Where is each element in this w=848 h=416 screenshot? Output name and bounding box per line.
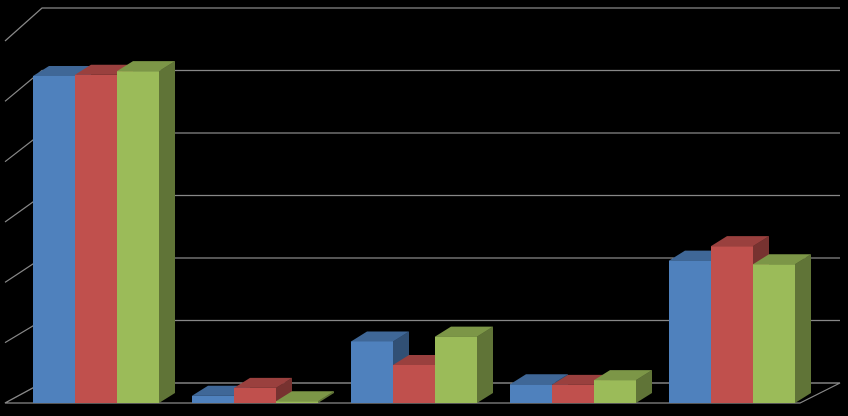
bar-side <box>477 326 493 403</box>
bar <box>234 377 292 403</box>
bar-front <box>669 260 711 403</box>
bar <box>753 254 811 403</box>
bar-front <box>192 395 234 403</box>
grid-line <box>4 7 840 42</box>
bar-front <box>753 264 795 403</box>
bar-top <box>33 65 91 76</box>
bar <box>435 326 493 403</box>
bar-front <box>552 384 594 403</box>
bar <box>117 61 175 404</box>
bar-front <box>117 71 159 404</box>
bar-front <box>75 74 117 403</box>
bar-top <box>510 374 568 385</box>
bar-top <box>753 254 811 265</box>
bar-front <box>33 75 75 403</box>
bar <box>594 370 652 403</box>
bar-front <box>435 336 477 403</box>
bar-top <box>435 326 493 337</box>
bar-side <box>276 377 292 403</box>
bar-front <box>594 380 636 403</box>
bar-side <box>159 61 175 404</box>
bar <box>276 391 334 403</box>
bar-side <box>318 391 334 403</box>
bar-front <box>276 401 318 403</box>
bar-top <box>351 331 409 342</box>
bar-front <box>234 387 276 403</box>
bar-top <box>276 391 334 402</box>
bar-side <box>795 254 811 403</box>
bar-top <box>711 236 769 247</box>
bar-top <box>117 61 175 72</box>
bar-top <box>234 377 292 388</box>
bar-front <box>351 341 393 403</box>
bar-top <box>594 370 652 381</box>
bar-front <box>393 364 435 403</box>
bar-side <box>636 370 652 403</box>
bar-front <box>711 246 753 403</box>
bar-front <box>510 384 552 403</box>
